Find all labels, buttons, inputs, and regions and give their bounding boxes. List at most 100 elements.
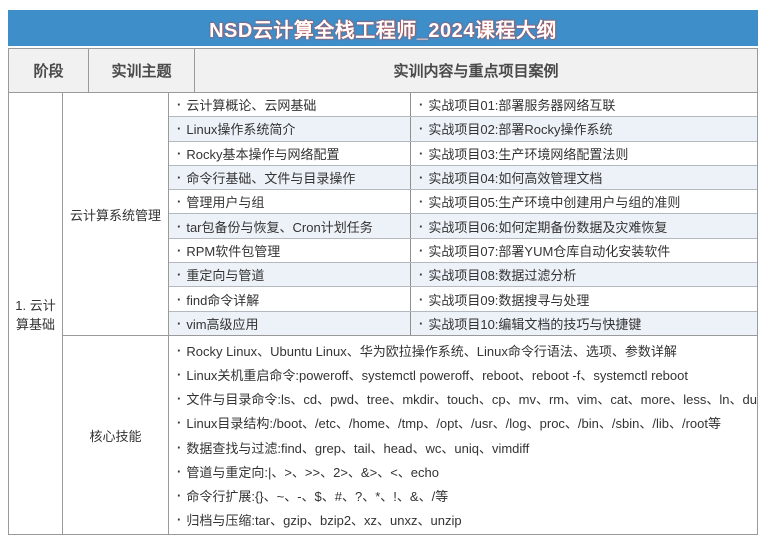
topic-text: 云计算概论、云网基础 [186,98,317,114]
project-text: 实战项目03:生产环境网络配置法则 [428,146,629,162]
skill-item: · 命令行扩展:{}、~、-、$、#、?、*、!、&、/等 [169,484,757,508]
bullet-icon: · [177,242,182,258]
content-row: · 管理用户与组 · 实战项目05:生产环境中创建用户与组的准则 [169,190,757,215]
skill-item: · Linux关机重启命令:poweroff、systemctl poweroff… [169,362,757,386]
skill-text: Linux目录结构:/boot、/etc、/home、/tmp、/opt、/us… [186,416,721,432]
bullet-icon: · [419,194,424,210]
project-item: · 实战项目07:部署YUM仓库自动化安装软件 [411,239,757,262]
bullet-icon: · [177,439,182,455]
project-item: · 实战项目04:如何高效管理文档 [411,166,757,189]
content-row: · 命令行基础、文件与目录操作 · 实战项目04:如何高效管理文档 [169,165,757,191]
topic-text: 重定向与管道 [186,268,265,284]
bullet-icon: · [419,121,424,137]
bullet-icon: · [419,170,424,186]
bullet-icon: · [177,315,182,331]
topic-text: vim高级应用 [186,316,259,332]
skill-text: 文件与目录命令:ls、cd、pwd、tree、mkdir、touch、cp、mv… [186,392,757,408]
project-text: 实战项目06:如何定期备份数据及灾难恢复 [428,219,668,235]
header-stage: 阶段 [9,49,89,92]
topic-project-grid: · 云计算概论、云网基础 · 实战项目01:部署服务器网络互联 · Linux操作系统… [169,93,757,335]
bullet-icon: · [419,315,424,331]
topic-item: · find命令详解 [169,287,411,311]
table-header-row: 阶段 实训主题 实训内容与重点项目案例 [9,49,757,93]
bullet-icon: · [177,512,182,528]
project-item: · 实战项目09:数据搜寻与处理 [411,287,757,310]
skill-item: · 归档与压缩:tar、gzip、bzip2、xz、unxz、unzip [169,508,757,532]
project-item: · 实战项目01:部署服务器网络互联 [411,93,757,116]
content-row: · Linux操作系统简介 · 实战项目02:部署Rocky操作系统 [169,117,757,142]
skill-text: Rocky Linux、Ubuntu Linux、华为欧拉操作系统、Linux命… [186,343,677,359]
theme-cell-system-admin: 云计算系统管理 [63,93,169,335]
project-text: 实战项目08:数据过滤分析 [428,268,577,284]
bullet-icon: · [177,488,182,504]
content-row: · find命令详解 · 实战项目09:数据搜寻与处理 [169,287,757,312]
content-row: · tar包备份与恢复、Cron计划任务 · 实战项目06:如何定期备份数据及灾难恢… [169,214,757,239]
skill-item: · 管道与重定向:|、>、>>、2>、&>、<、echo [169,459,757,483]
project-text: 实战项目07:部署YUM仓库自动化安装软件 [428,243,671,259]
project-text: 实战项目10:编辑文档的技巧与快捷键 [428,316,642,332]
content-row: · RPM软件包管理 · 实战项目07:部署YUM仓库自动化安装软件 [169,238,757,264]
project-text: 实战项目02:部署Rocky操作系统 [428,122,613,138]
topic-text: find命令详解 [186,292,260,308]
topic-item: · Linux操作系统简介 [169,117,411,141]
skill-item: · Linux目录结构:/boot、/etc、/home、/tmp、/opt、/u… [169,411,757,435]
bullet-icon: · [177,97,182,113]
bullet-icon: · [177,218,182,234]
topic-item: · RPM软件包管理 [169,238,411,263]
content-row: · vim高级应用 · 实战项目10:编辑文档的技巧与快捷键 [169,311,757,335]
project-text: 实战项目05:生产环境中创建用户与组的准则 [428,195,681,211]
topic-text: RPM软件包管理 [186,243,281,259]
skill-text: 管道与重定向:|、>、>>、2>、&>、<、echo [186,464,439,480]
bullet-icon: · [177,415,182,431]
bullet-icon: · [177,342,182,358]
project-item: · 实战项目05:生产环境中创建用户与组的准则 [411,190,757,213]
project-item: · 实战项目10:编辑文档的技巧与快捷键 [411,312,757,335]
bullet-icon: · [177,121,182,137]
bullet-icon: · [419,291,424,307]
project-text: 实战项目09:数据搜寻与处理 [428,292,590,308]
content-row: · 云计算概论、云网基础 · 实战项目01:部署服务器网络互联 [169,93,757,118]
topic-text: tar包备份与恢复、Cron计划任务 [186,219,373,235]
header-content: 实训内容与重点项目案例 [393,63,559,80]
bullet-icon: · [419,145,424,161]
skills-list: · Rocky Linux、Ubuntu Linux、华为欧拉操作系统、Linux… [169,336,757,534]
course-outline-sheet: NSD云计算全栈工程师_2024课程大纲 阶段 实训主题 实训内容与重点项目案例… [8,10,758,535]
topic-item: · vim高级应用 [169,311,411,335]
skill-item: · 数据查找与过滤:find、grep、tail、head、wc、uniq、vim… [169,435,757,459]
bullet-icon: · [177,194,182,210]
bullet-icon: · [177,463,182,479]
bullet-icon: · [177,267,182,283]
course-title: NSD云计算全栈工程师_2024课程大纲 [8,10,758,46]
project-text: 实战项目04:如何高效管理文档 [428,171,603,187]
topic-item: · tar包备份与恢复、Cron计划任务 [169,214,411,238]
content-row: · 重定向与管道 · 实战项目08:数据过滤分析 [169,263,757,288]
stage-cell: 1. 云计算基础 [9,93,63,534]
topic-text: Linux操作系统简介 [186,122,296,138]
bullet-icon: · [177,366,182,382]
topic-item: · 管理用户与组 [169,190,411,214]
content-row: · Rocky基本操作与网络配置 · 实战项目03:生产环境网络配置法则 [169,141,757,166]
skill-item: · Rocky Linux、Ubuntu Linux、华为欧拉操作系统、Linux… [169,338,757,362]
skill-text: Linux关机重启命令:poweroff、systemctl poweroff、… [186,367,688,383]
topic-text: 命令行基础、文件与目录操作 [186,171,356,187]
bullet-icon: · [419,267,424,283]
theme-cell-core-skills: 核心技能 [63,336,169,534]
project-text: 实战项目01:部署服务器网络互联 [428,98,616,114]
topic-text: Rocky基本操作与网络配置 [186,146,340,162]
topic-item: · 云计算概论、云网基础 [169,93,411,117]
project-item: · 实战项目03:生产环境网络配置法则 [411,142,757,165]
section-core-skills: 核心技能 · Rocky Linux、Ubuntu Linux、华为欧拉操作系统、… [63,336,757,534]
skill-text: 命令行扩展:{}、~、-、$、#、?、*、!、&、/等 [186,489,449,505]
topic-item: · 命令行基础、文件与目录操作 [169,165,411,190]
topic-item: · Rocky基本操作与网络配置 [169,141,411,165]
bullet-icon: · [177,170,182,186]
project-item: · 实战项目02:部署Rocky操作系统 [411,117,757,140]
topic-item: · 重定向与管道 [169,263,411,287]
outline-table: 阶段 实训主题 实训内容与重点项目案例 1. 云计算基础 云计算系统管理 · 云计… [8,48,758,535]
topic-text: 管理用户与组 [186,195,265,211]
skill-item: · 文件与目录命令:ls、cd、pwd、tree、mkdir、touch、cp、m… [169,387,757,411]
bullet-icon: · [177,291,182,307]
skill-text: 归档与压缩:tar、gzip、bzip2、xz、unxz、unzip [186,513,462,529]
bullet-icon: · [177,145,182,161]
project-item: · 实战项目06:如何定期备份数据及灾难恢复 [411,214,757,237]
